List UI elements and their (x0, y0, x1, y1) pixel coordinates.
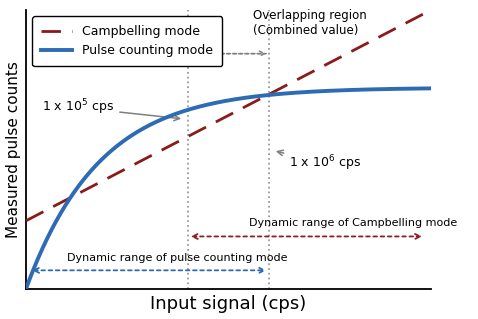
Pulse counting mode (202, 103, 207, 107)
Text: Overlapping region
(Combined value): Overlapping region (Combined value) (253, 9, 367, 37)
Pulse counting mode (346, 88, 352, 92)
Campbelling mode (187, 134, 193, 137)
Campbelling mode (339, 55, 345, 58)
Pulse counting mode (65, 200, 70, 204)
Pulse counting mode (23, 286, 29, 290)
Campbelling mode (23, 219, 29, 223)
Y-axis label: Measured pulse counts: Measured pulse counts (6, 61, 21, 238)
Campbelling mode (346, 51, 352, 55)
Line: Campbelling mode: Campbelling mode (26, 10, 431, 221)
Line: Pulse counting mode: Pulse counting mode (26, 88, 431, 288)
Text: Dynamic range of pulse counting mode: Dynamic range of pulse counting mode (66, 253, 287, 263)
Pulse counting mode (339, 88, 345, 92)
Legend: Campbelling mode, Pulse counting mode: Campbelling mode, Pulse counting mode (33, 16, 222, 66)
Text: Dynamic range of Campbelling mode: Dynamic range of Campbelling mode (249, 218, 457, 228)
Text: 1 x 10$^5$ cps: 1 x 10$^5$ cps (42, 98, 180, 121)
Pulse counting mode (428, 86, 434, 90)
X-axis label: Input signal (cps): Input signal (cps) (151, 295, 306, 314)
Campbelling mode (301, 74, 307, 78)
Campbelling mode (65, 197, 70, 201)
Campbelling mode (202, 126, 207, 130)
Pulse counting mode (301, 90, 307, 94)
Pulse counting mode (187, 108, 193, 111)
Campbelling mode (428, 8, 434, 12)
Text: 1 x 10$^6$ cps: 1 x 10$^6$ cps (277, 150, 361, 173)
